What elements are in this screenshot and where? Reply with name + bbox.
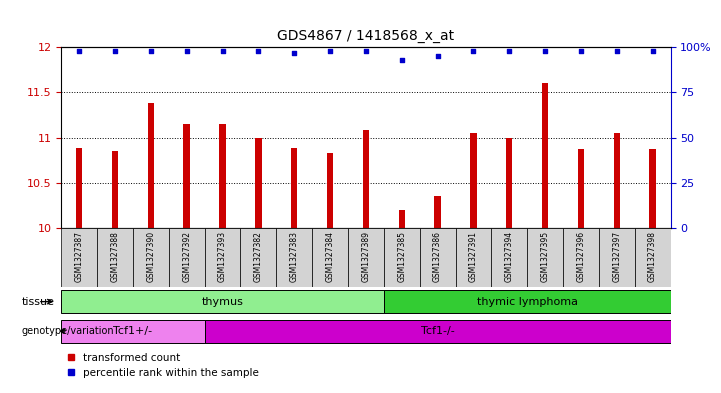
- Bar: [61, 320, 205, 343]
- Bar: [97, 228, 133, 287]
- Point: [145, 48, 156, 54]
- Text: thymus: thymus: [202, 297, 244, 307]
- Bar: [578, 149, 584, 228]
- Text: GSM1327389: GSM1327389: [361, 231, 371, 282]
- Text: genotype/variation: genotype/variation: [22, 326, 114, 336]
- Bar: [384, 290, 671, 313]
- Bar: [312, 228, 348, 287]
- Text: GSM1327390: GSM1327390: [146, 231, 156, 282]
- Point: [288, 50, 300, 56]
- Bar: [506, 138, 513, 228]
- Bar: [434, 196, 441, 228]
- Text: GSM1327397: GSM1327397: [612, 231, 622, 282]
- Bar: [241, 228, 276, 287]
- Bar: [527, 228, 563, 287]
- Text: GSM1327387: GSM1327387: [75, 231, 84, 282]
- Point: [74, 48, 85, 54]
- Point: [252, 48, 264, 54]
- Text: GSM1327388: GSM1327388: [110, 231, 120, 282]
- Bar: [420, 228, 456, 287]
- Bar: [491, 228, 527, 287]
- Bar: [599, 228, 634, 287]
- Bar: [148, 103, 154, 228]
- Point: [217, 48, 229, 54]
- Text: GSM1327396: GSM1327396: [576, 231, 585, 282]
- Point: [611, 48, 622, 54]
- Bar: [61, 290, 384, 313]
- Point: [396, 57, 407, 63]
- Point: [539, 48, 551, 54]
- Bar: [276, 228, 312, 287]
- Title: GDS4867 / 1418568_x_at: GDS4867 / 1418568_x_at: [278, 29, 454, 43]
- Text: GSM1327395: GSM1327395: [541, 231, 549, 282]
- Point: [324, 48, 336, 54]
- Bar: [291, 149, 298, 228]
- Text: GSM1327384: GSM1327384: [326, 231, 335, 282]
- Bar: [650, 149, 656, 228]
- Point: [575, 48, 587, 54]
- Text: GSM1327391: GSM1327391: [469, 231, 478, 282]
- Bar: [205, 228, 241, 287]
- Legend: transformed count, percentile rank within the sample: transformed count, percentile rank withi…: [66, 353, 259, 378]
- Bar: [542, 83, 549, 228]
- Text: Tcf1+/-: Tcf1+/-: [113, 326, 153, 336]
- Text: tissue: tissue: [22, 297, 55, 307]
- Bar: [470, 133, 477, 228]
- Bar: [219, 124, 226, 228]
- Point: [432, 53, 443, 59]
- Bar: [327, 153, 333, 228]
- Point: [181, 48, 193, 54]
- Text: GSM1327383: GSM1327383: [290, 231, 298, 282]
- Bar: [61, 228, 97, 287]
- Bar: [112, 151, 118, 228]
- Text: GSM1327398: GSM1327398: [648, 231, 657, 282]
- Point: [647, 48, 658, 54]
- Text: GSM1327392: GSM1327392: [182, 231, 191, 282]
- Bar: [363, 130, 369, 228]
- Bar: [76, 149, 82, 228]
- Text: GSM1327385: GSM1327385: [397, 231, 406, 282]
- Bar: [563, 228, 599, 287]
- Bar: [133, 228, 169, 287]
- Bar: [384, 228, 420, 287]
- Bar: [205, 320, 671, 343]
- Text: thymic lymphoma: thymic lymphoma: [477, 297, 578, 307]
- Bar: [348, 228, 384, 287]
- Point: [110, 48, 121, 54]
- Text: GSM1327393: GSM1327393: [218, 231, 227, 282]
- Bar: [456, 228, 491, 287]
- Point: [503, 48, 515, 54]
- Bar: [183, 124, 190, 228]
- Bar: [634, 228, 671, 287]
- Text: GSM1327382: GSM1327382: [254, 231, 263, 282]
- Text: GSM1327394: GSM1327394: [505, 231, 514, 282]
- Text: Tcf1-/-: Tcf1-/-: [421, 326, 454, 336]
- Text: GSM1327386: GSM1327386: [433, 231, 442, 282]
- Bar: [399, 210, 405, 228]
- Point: [468, 48, 479, 54]
- Bar: [255, 138, 262, 228]
- Bar: [614, 133, 620, 228]
- Point: [360, 48, 372, 54]
- Bar: [169, 228, 205, 287]
